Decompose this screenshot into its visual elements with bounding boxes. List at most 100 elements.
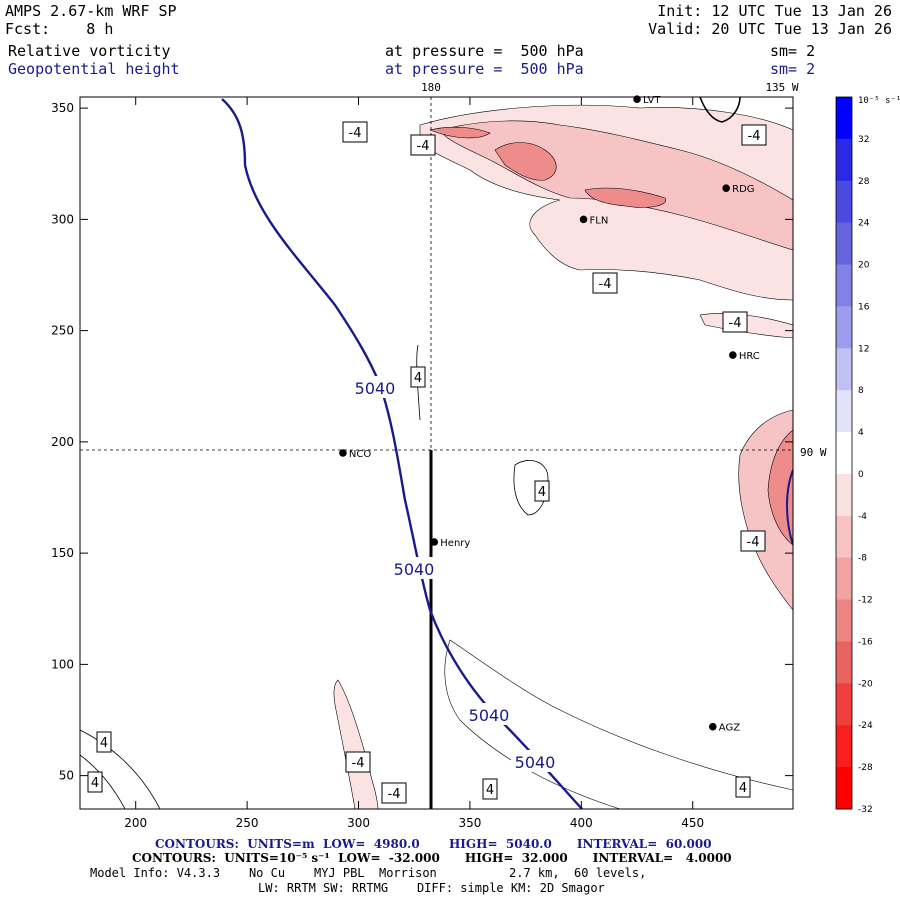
colorbar-segment (836, 432, 852, 475)
vorticity-label-box (410, 134, 436, 156)
vorticity-label-box (381, 782, 407, 804)
y-tick-label: 300 (51, 212, 74, 226)
vorticity-contour-label: -4 (417, 139, 430, 154)
colorbar-label: 4 (858, 428, 864, 438)
colorbar-segment (836, 222, 852, 266)
vorticity-contour-label: -4 (352, 756, 365, 771)
station-marker (708, 722, 717, 731)
pos-vort-sw2 (80, 754, 126, 809)
geopotential-contour-label: 5040 (394, 560, 435, 579)
station-label: AGZ (719, 723, 740, 734)
y-tick-label: 350 (51, 101, 74, 115)
footer-model-info: Model Info: V4.3.3 No Cu MYJ PBL Morriso… (90, 866, 647, 880)
colorbar-segment (836, 180, 852, 224)
station-marker (579, 215, 588, 224)
geopotential-label-bg (465, 703, 513, 725)
lon-label-180: 180 (421, 81, 441, 94)
geopotential-label-bg (390, 557, 438, 579)
colorbar-frame (835, 96, 853, 810)
colorbar-label: -16 (858, 637, 873, 647)
colorbar-label: 12 (858, 344, 869, 354)
vorticity-contour-label: -4 (729, 316, 742, 331)
pos-vort-sw (80, 729, 161, 809)
forecast-hour: Fcst: 8 h (5, 20, 114, 38)
geopotential-contour-label: 5040 (355, 379, 396, 398)
colorbar-segment (836, 264, 852, 307)
plot-frame (79, 96, 794, 810)
lon-label-90w: 90 W (800, 446, 827, 459)
colorbar-segment (836, 306, 852, 349)
colorbar-segment (836, 683, 852, 726)
geopotential-label-bg (351, 376, 399, 398)
valid-time: Valid: 20 UTC Tue 13 Jan 26 (648, 20, 892, 38)
vorticity-label-box (482, 778, 498, 800)
colorbar-segment (836, 390, 852, 433)
colorbar-label: 0 (858, 470, 864, 480)
station-label: FLN (590, 215, 609, 226)
colorbar-segment (836, 557, 852, 601)
x-tick-label: 400 (570, 816, 593, 830)
colorbar-label: 24 (858, 219, 870, 229)
vort-region-ne-core3 (429, 126, 491, 139)
model-title: AMPS 2.67-km WRF SP (5, 2, 177, 20)
vorticity-label-box (410, 366, 426, 388)
footer-physics-info: LW: RRTM SW: RRTMG DIFF: simple KM: 2D S… (258, 881, 605, 895)
geopotential-contour-label: 5040 (515, 753, 556, 772)
station-label: HRC (739, 351, 760, 362)
colorbar-label: -4 (858, 512, 867, 522)
x-tick-label: 200 (124, 816, 147, 830)
colorbar-label: 16 (858, 302, 870, 312)
colorbar-label: 32 (858, 135, 869, 145)
station-marker (430, 538, 439, 546)
vorticity-label-box (592, 272, 618, 294)
colorbar-label: -12 (858, 596, 873, 606)
vort-region-ne-core2 (584, 187, 667, 208)
station-marker (633, 95, 641, 104)
vorticity-contour-label: -4 (748, 129, 761, 144)
vorticity-label-box (740, 530, 766, 552)
station-marker (729, 351, 737, 359)
vorticity-label-box (534, 480, 550, 502)
x-tick-label: 250 (236, 816, 259, 830)
station-label: Henry (440, 538, 470, 549)
vorticity-contour-label: 4 (414, 371, 422, 386)
pressure-level-1: at pressure = 500 hPa (385, 42, 584, 60)
smoothing-2: sm= 2 (770, 60, 816, 78)
vorticity-contour-label: 4 (100, 736, 108, 751)
vorticity-label-box (741, 124, 767, 146)
colorbar-segment (836, 348, 852, 391)
vort-region-sw (333, 679, 379, 809)
colorbar-segment (836, 725, 852, 768)
field-vorticity-label: Relative vorticity (8, 42, 171, 60)
vorticity-contour-label: -4 (388, 787, 401, 802)
coastline-fragment (699, 96, 741, 123)
station-marker (339, 449, 347, 457)
station-label: NCO (349, 449, 371, 460)
vorticity-label-box (96, 731, 112, 753)
colorbar-segment (836, 515, 852, 559)
x-tick-label: 450 (681, 816, 704, 830)
pos-vort-blob (513, 460, 549, 516)
vorticity-contour-label: 4 (91, 776, 99, 791)
station-marker (722, 184, 730, 193)
colorbar-label: -24 (858, 721, 873, 731)
vorticity-contour-label: -4 (599, 277, 612, 292)
init-time: Init: 12 UTC Tue 13 Jan 26 (657, 2, 892, 20)
vorticity-contour-label: 4 (739, 781, 747, 796)
geopotential-contour-5040 (221, 98, 583, 810)
vorticity-label-box (342, 121, 368, 143)
y-tick-label: 250 (51, 324, 74, 338)
footer-geopotential-contours: CONTOURS: UNITS=m LOW= 4980.0 HIGH= 5040… (155, 837, 712, 851)
vorticity-contour-label: 4 (486, 783, 494, 798)
vorticity-contour-label: 4 (538, 485, 546, 500)
y-tick-label: 200 (51, 435, 74, 449)
colorbar-segment (836, 767, 852, 810)
smoothing-1: sm= 2 (770, 42, 816, 60)
x-tick-label: 300 (347, 816, 370, 830)
colorbar-segment (836, 641, 852, 684)
colorbar-unit: 10⁻⁵ s⁻¹ (858, 96, 900, 106)
vort-region-ne-core (494, 142, 557, 181)
station-label: RDG (732, 184, 754, 195)
vorticity-label-box (87, 771, 103, 793)
colorbar-segment (836, 599, 852, 642)
